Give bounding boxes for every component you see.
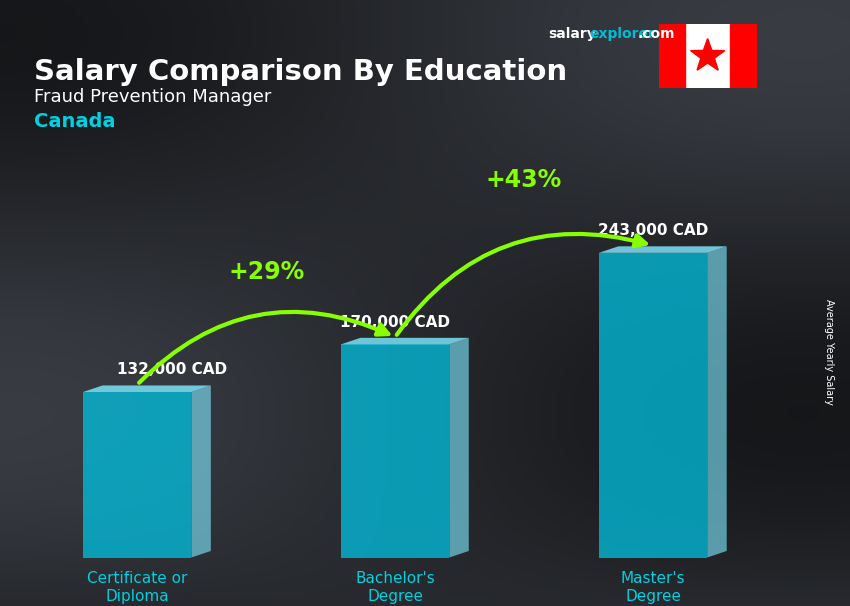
Text: Fraud Prevention Manager: Fraud Prevention Manager bbox=[34, 88, 271, 106]
Polygon shape bbox=[83, 385, 211, 392]
Polygon shape bbox=[599, 253, 707, 558]
Text: +43%: +43% bbox=[486, 168, 562, 192]
Polygon shape bbox=[341, 338, 468, 344]
Polygon shape bbox=[599, 246, 727, 253]
Text: 243,000 CAD: 243,000 CAD bbox=[598, 223, 708, 238]
Text: Canada: Canada bbox=[34, 112, 116, 131]
Text: .com: .com bbox=[638, 27, 675, 41]
Polygon shape bbox=[83, 392, 191, 558]
Text: Average Yearly Salary: Average Yearly Salary bbox=[824, 299, 834, 404]
Polygon shape bbox=[659, 24, 685, 88]
Text: 132,000 CAD: 132,000 CAD bbox=[116, 362, 227, 378]
Text: salary: salary bbox=[548, 27, 596, 41]
Polygon shape bbox=[341, 344, 450, 558]
Polygon shape bbox=[730, 24, 756, 88]
Text: explorer: explorer bbox=[589, 27, 654, 41]
Polygon shape bbox=[690, 39, 725, 70]
Polygon shape bbox=[191, 385, 211, 558]
Polygon shape bbox=[450, 338, 468, 558]
Polygon shape bbox=[707, 246, 727, 558]
Text: Salary Comparison By Education: Salary Comparison By Education bbox=[34, 58, 567, 85]
Text: +29%: +29% bbox=[228, 259, 304, 284]
Text: 170,000 CAD: 170,000 CAD bbox=[340, 315, 450, 330]
